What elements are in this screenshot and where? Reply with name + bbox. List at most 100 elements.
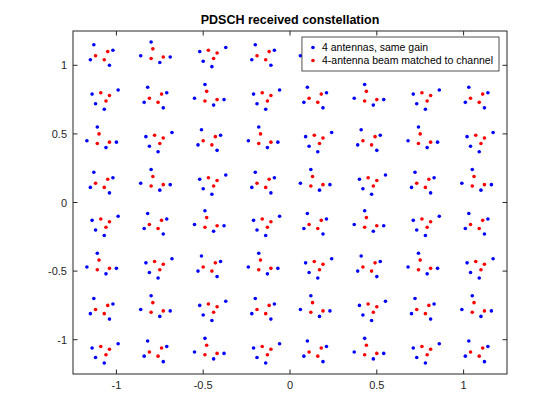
point [161,232,165,236]
point [370,192,374,196]
point [260,345,264,349]
point [365,90,369,94]
point [255,228,259,232]
point [375,179,379,183]
point [222,98,226,102]
point [94,308,98,312]
point [160,346,164,350]
point [94,228,98,232]
point [415,356,419,360]
point [464,101,468,105]
point [96,125,100,129]
point [111,48,115,52]
point [417,142,421,146]
point [321,360,325,364]
point [142,227,146,231]
point [215,224,219,228]
y-tick-label: 0 [61,197,67,209]
series [85,40,495,365]
point [479,315,483,319]
point [372,357,376,361]
point [255,102,259,106]
point [432,176,436,180]
point [161,106,165,110]
point [437,88,441,92]
point [307,144,311,148]
point [373,135,377,139]
point [467,212,471,216]
data-layer [85,40,495,365]
point [372,310,376,314]
point [196,143,200,147]
point [198,50,202,54]
point [212,103,216,107]
point [358,304,362,308]
point [104,272,108,276]
point [108,220,112,224]
point [410,186,414,190]
point [328,309,332,313]
point [319,346,323,350]
point [149,40,153,44]
point [146,85,150,89]
point [203,225,207,229]
point [436,267,440,271]
point [108,191,112,195]
point [104,353,108,357]
point [417,268,421,272]
point [464,227,468,231]
point [210,65,214,69]
point [429,140,433,144]
point [316,276,320,280]
point [99,345,103,349]
point [267,177,271,181]
point [465,135,469,139]
point [170,257,174,261]
point [224,173,228,177]
point [252,346,256,350]
point [108,317,112,321]
point [102,312,106,316]
legend: 4 antennas, same gain4-antenna beam matc… [302,37,499,71]
point [205,216,209,220]
point [375,352,379,356]
point [328,183,332,187]
point [477,150,481,154]
point [472,301,476,305]
point [413,171,417,175]
point [142,101,146,105]
point [273,48,277,52]
point [212,184,216,188]
point [307,350,311,354]
point [365,216,369,220]
point [193,223,197,227]
point [269,348,273,352]
point [160,219,164,223]
point [302,227,306,231]
point [318,188,322,192]
point [352,96,356,100]
point [481,346,485,350]
point [266,272,270,276]
point [464,354,468,358]
point [304,135,308,139]
point [102,107,106,111]
point [269,64,273,68]
point [477,101,481,105]
point [116,214,120,218]
x-tick-label: -1 [112,379,122,391]
x-tick [116,370,117,375]
point [373,261,377,265]
point [212,230,216,234]
point [253,297,257,301]
point [420,217,424,221]
point [382,98,386,102]
point [424,234,428,238]
point [257,142,261,146]
point [352,223,356,227]
point [108,348,112,352]
point [424,312,428,316]
y-tick [503,133,508,134]
point [215,149,219,153]
point [486,217,490,221]
